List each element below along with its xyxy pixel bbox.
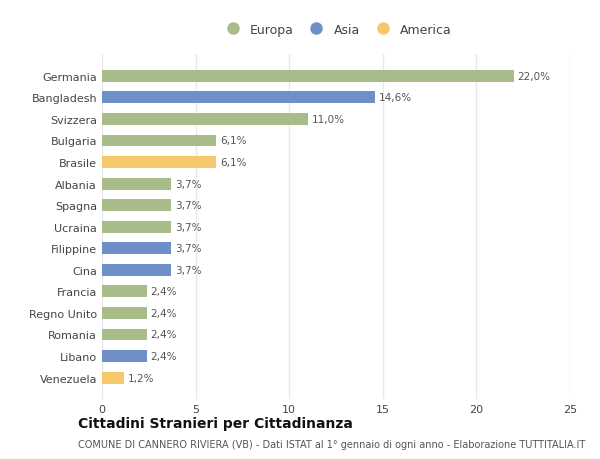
Text: COMUNE DI CANNERO RIVIERA (VB) - Dati ISTAT al 1° gennaio di ogni anno - Elabora: COMUNE DI CANNERO RIVIERA (VB) - Dati IS… — [78, 439, 585, 449]
Text: 2,4%: 2,4% — [151, 330, 177, 340]
Bar — [102, 243, 171, 255]
Text: Cittadini Stranieri per Cittadinanza: Cittadini Stranieri per Cittadinanza — [78, 417, 353, 431]
Bar — [102, 200, 171, 212]
Text: 3,7%: 3,7% — [175, 222, 202, 232]
Text: 6,1%: 6,1% — [220, 136, 247, 146]
Bar — [102, 92, 376, 104]
Text: 2,4%: 2,4% — [151, 308, 177, 318]
Text: 2,4%: 2,4% — [151, 351, 177, 361]
Text: 22,0%: 22,0% — [518, 72, 551, 82]
Bar — [102, 264, 171, 276]
Text: 14,6%: 14,6% — [379, 93, 412, 103]
Bar — [102, 114, 308, 126]
Bar — [102, 135, 216, 147]
Bar — [102, 308, 147, 319]
Legend: Europa, Asia, America: Europa, Asia, America — [217, 20, 455, 40]
Text: 3,7%: 3,7% — [175, 201, 202, 211]
Bar — [102, 178, 171, 190]
Text: 2,4%: 2,4% — [151, 287, 177, 297]
Bar — [102, 157, 216, 168]
Text: 11,0%: 11,0% — [311, 115, 344, 125]
Bar — [102, 329, 147, 341]
Text: 3,7%: 3,7% — [175, 179, 202, 189]
Bar — [102, 71, 514, 83]
Bar — [102, 286, 147, 297]
Text: 3,7%: 3,7% — [175, 244, 202, 254]
Text: 1,2%: 1,2% — [128, 373, 155, 383]
Text: 3,7%: 3,7% — [175, 265, 202, 275]
Bar — [102, 221, 171, 233]
Text: 6,1%: 6,1% — [220, 158, 247, 168]
Bar — [102, 350, 147, 362]
Bar — [102, 372, 124, 384]
